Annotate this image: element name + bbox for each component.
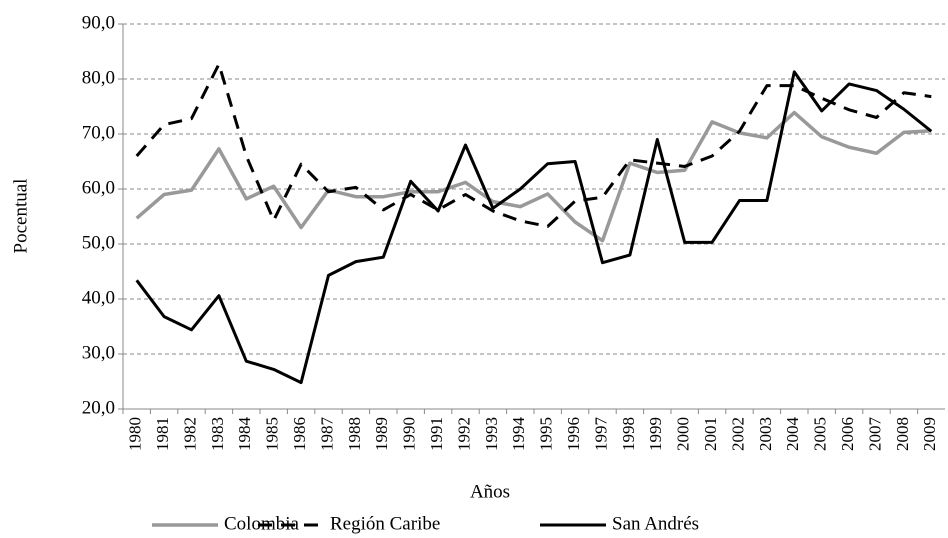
x-tick-label: 1983 xyxy=(208,417,227,451)
series-line xyxy=(135,110,932,243)
x-tick-label: 1985 xyxy=(263,417,282,451)
x-tick-label: 1984 xyxy=(235,417,254,452)
y-tick-label: 50,0 xyxy=(82,232,115,253)
x-tick-label: 1997 xyxy=(591,417,610,452)
y-tick-label: 60,0 xyxy=(82,177,115,198)
legend-label: San Andrés xyxy=(612,513,699,534)
x-tick-label: 2002 xyxy=(728,417,747,451)
x-axis-title: Años xyxy=(470,481,510,502)
x-tick-label: 1980 xyxy=(126,417,145,451)
x-tick-label: 1989 xyxy=(372,417,391,451)
x-tick-label: 1981 xyxy=(153,417,172,451)
series-line xyxy=(135,70,933,385)
x-tick-label: 1982 xyxy=(180,417,199,451)
x-tick-label: 2001 xyxy=(701,417,720,451)
x-tick-label: 2004 xyxy=(783,417,802,452)
y-tick-label: 20,0 xyxy=(82,397,115,418)
x-tick-label: 1990 xyxy=(400,417,419,451)
x-tick-label: 2003 xyxy=(756,417,775,451)
x-tick-label: 1993 xyxy=(482,417,501,451)
x-tick-label: 1991 xyxy=(427,417,446,451)
y-tick-label: 70,0 xyxy=(82,122,115,143)
x-tick-label: 1986 xyxy=(290,417,309,451)
x-tick-label: 2000 xyxy=(674,417,693,451)
y-tick-label: 40,0 xyxy=(82,287,115,308)
x-tick-label: 2008 xyxy=(893,417,912,451)
x-tick-label: 1998 xyxy=(619,417,638,451)
y-tick-label: 90,0 xyxy=(82,12,115,33)
x-tick-label: 2005 xyxy=(811,417,830,451)
x-tick-label: 1995 xyxy=(537,417,556,451)
legend-label: Región Caribe xyxy=(330,513,440,534)
x-tick-label: 1987 xyxy=(317,417,336,452)
x-tick-label: 1999 xyxy=(646,417,665,451)
x-tick-label: 2007 xyxy=(865,417,884,452)
x-tick-label: 2006 xyxy=(838,417,857,451)
y-axis-title: Pocentual xyxy=(10,179,31,254)
y-tick-label: 30,0 xyxy=(82,342,115,363)
x-tick-label: 1996 xyxy=(564,417,583,451)
x-tick-label: 1994 xyxy=(509,417,528,452)
x-tick-label: 2009 xyxy=(920,417,939,451)
x-tick-label: 1992 xyxy=(454,417,473,451)
series-line xyxy=(135,62,932,228)
x-tick-label: 1988 xyxy=(345,417,364,451)
y-tick-label: 80,0 xyxy=(82,67,115,88)
